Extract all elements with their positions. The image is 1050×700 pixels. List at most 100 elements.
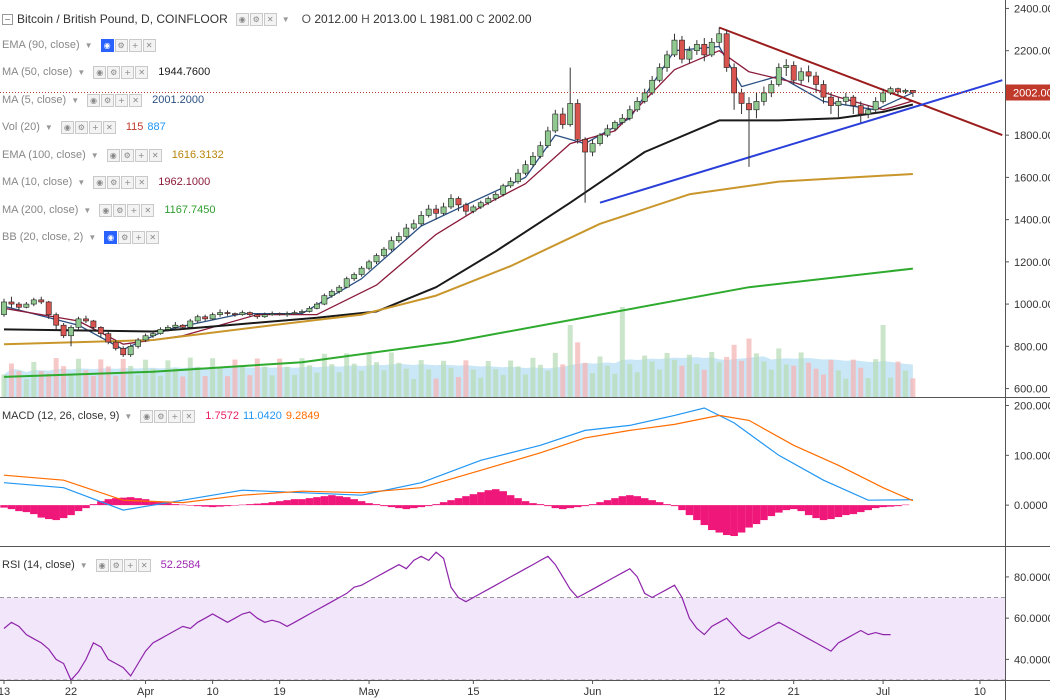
eye-icon[interactable]: ◉ xyxy=(104,231,118,244)
chevron-down-icon[interactable]: ▼ xyxy=(77,68,86,77)
add-icon[interactable]: + xyxy=(123,558,137,572)
macd-hist-bar xyxy=(283,500,291,506)
candle-body xyxy=(202,316,209,320)
macd-hist-bar xyxy=(633,496,642,506)
chevron-down-icon[interactable]: ▼ xyxy=(90,150,99,160)
macd-hist-bar xyxy=(22,505,31,513)
chevron-down-icon[interactable]: ▼ xyxy=(84,40,93,50)
macd-hist-bar xyxy=(290,499,299,506)
indicator-value: 887 xyxy=(147,121,166,133)
settings-icon[interactable]: ⚙ xyxy=(109,558,123,572)
close-icon[interactable]: ✕ xyxy=(182,409,196,423)
macd-hist-bar xyxy=(410,505,418,509)
settings-icon[interactable]: ⚙ xyxy=(74,121,88,134)
eye-icon[interactable]: ◉ xyxy=(140,409,154,423)
candle xyxy=(209,312,216,320)
settings-icon[interactable]: ⚙ xyxy=(107,176,121,189)
volume-bar xyxy=(560,364,566,397)
candle-body xyxy=(321,295,328,305)
volume-bar xyxy=(739,360,745,397)
settings-icon[interactable]: ⚙ xyxy=(154,409,168,423)
add-icon[interactable]: + xyxy=(134,148,148,162)
macd-signal-value: 9.2849 xyxy=(285,409,320,422)
candle-body xyxy=(880,92,886,102)
chevron-down-icon[interactable]: ▼ xyxy=(124,411,133,421)
eye-icon[interactable]: ◉ xyxy=(87,93,101,107)
rsi-band xyxy=(0,597,1005,680)
add-icon[interactable]: + xyxy=(127,203,141,217)
candle-body xyxy=(75,318,82,328)
settings-icon[interactable]: ⚙ xyxy=(120,148,134,162)
macd-hist-bar xyxy=(827,505,835,520)
eye-icon[interactable]: ◉ xyxy=(100,38,114,52)
candle xyxy=(701,38,708,62)
settings-icon[interactable]: ⚙ xyxy=(249,12,263,26)
settings-icon[interactable]: ⚙ xyxy=(114,38,128,52)
chevron-down-icon[interactable]: ▼ xyxy=(44,123,53,132)
chevron-down-icon[interactable]: ▼ xyxy=(71,95,80,105)
eye-icon[interactable]: ◉ xyxy=(60,121,74,134)
add-icon[interactable]: + xyxy=(115,93,129,107)
close-icon[interactable]: ✕ xyxy=(137,558,151,572)
eye-icon[interactable]: ◉ xyxy=(93,66,107,79)
close-icon[interactable]: ✕ xyxy=(129,93,143,107)
settings-icon[interactable]: ⚙ xyxy=(101,93,115,107)
collapse-icon[interactable]: − xyxy=(2,13,13,25)
macd-hist-bar xyxy=(812,505,820,519)
close-icon[interactable]: ✕ xyxy=(141,203,155,217)
macd-hist-bar xyxy=(864,505,872,511)
chevron-down-icon[interactable]: ▼ xyxy=(83,205,92,215)
settings-icon[interactable]: ⚙ xyxy=(113,203,127,217)
candle xyxy=(820,80,827,104)
add-icon[interactable]: + xyxy=(168,409,182,423)
macd-controls: ◉ ⚙ + ✕ xyxy=(140,409,196,423)
chevron-down-icon[interactable]: ▼ xyxy=(281,14,290,24)
candle-body xyxy=(38,299,45,303)
add-icon[interactable]: + xyxy=(132,231,146,244)
eye-icon[interactable]: ◉ xyxy=(106,148,120,162)
close-icon[interactable]: ✕ xyxy=(135,66,149,79)
eye-icon[interactable]: ◉ xyxy=(95,558,109,572)
close-icon[interactable]: ✕ xyxy=(102,121,116,134)
chevron-down-icon[interactable]: ▼ xyxy=(77,178,86,187)
add-icon[interactable]: + xyxy=(128,38,142,52)
candle-body xyxy=(507,181,514,187)
candle-body xyxy=(872,101,879,111)
add-icon[interactable]: + xyxy=(121,176,135,189)
candle xyxy=(187,318,194,329)
candle xyxy=(500,183,507,197)
settings-icon[interactable]: ⚙ xyxy=(107,66,121,79)
volume-bar xyxy=(426,369,432,397)
chevron-down-icon[interactable]: ▼ xyxy=(88,233,97,242)
macd-hist-bar xyxy=(715,505,723,533)
volume-bar xyxy=(888,377,894,397)
settings-icon[interactable]: ⚙ xyxy=(118,231,132,244)
candle xyxy=(179,324,186,330)
ohlc-open: 2012.00 xyxy=(314,11,358,26)
macd-hist-bar xyxy=(641,498,649,506)
add-icon[interactable]: + xyxy=(88,121,102,134)
eye-icon[interactable]: ◉ xyxy=(235,12,249,26)
add-icon[interactable]: + xyxy=(121,66,135,79)
volume-bar xyxy=(135,375,141,397)
close-icon[interactable]: ✕ xyxy=(148,148,162,162)
close-icon[interactable]: ✕ xyxy=(142,38,156,52)
eye-icon[interactable]: ◉ xyxy=(93,176,107,189)
macd-hist-bar xyxy=(15,505,23,512)
candle-body xyxy=(597,134,603,144)
volume-bar xyxy=(321,353,327,397)
indicator-name: BB (20, close, 2) xyxy=(2,231,84,243)
close-icon[interactable]: ✕ xyxy=(146,231,160,244)
x-tick-label: 22 xyxy=(65,686,77,698)
macd-hist-bar xyxy=(298,499,306,506)
eye-icon[interactable]: ◉ xyxy=(99,203,113,217)
candle xyxy=(425,204,432,218)
close-icon[interactable]: ✕ xyxy=(135,176,149,189)
indicator-value: 115 xyxy=(125,121,144,133)
chevron-down-icon[interactable]: ▼ xyxy=(79,560,88,570)
candle xyxy=(224,310,231,316)
macd-hist-bar xyxy=(119,497,127,506)
volume-bar xyxy=(262,366,268,397)
close-icon[interactable]: ✕ xyxy=(263,12,277,26)
